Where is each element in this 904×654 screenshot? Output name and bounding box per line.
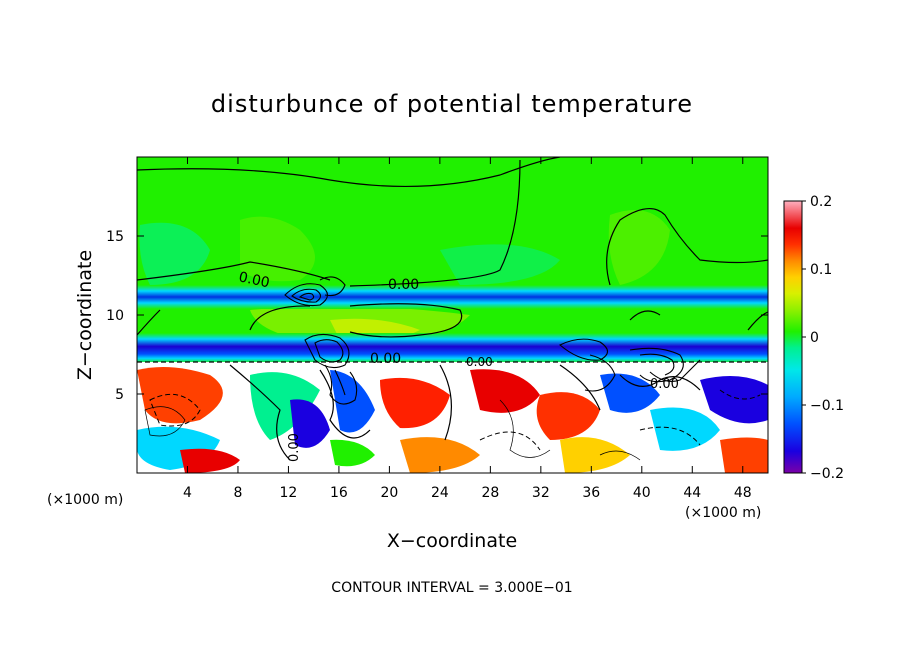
turbulent-blob (600, 373, 660, 413)
upper-cool-region (139, 222, 210, 285)
contour-line (606, 208, 768, 286)
colorbar-tick-label: 0 (810, 330, 819, 346)
x-tick-label: 48 (734, 485, 752, 501)
colorbar-gradient (783, 200, 803, 474)
cold-band-upper (137, 285, 768, 309)
x-tick-label: 20 (380, 485, 398, 501)
x-unit-left: (×1000 m) (47, 492, 123, 508)
turbulent-blob (650, 407, 720, 451)
contour-cluster (284, 276, 346, 307)
contour-label: 0.00 (466, 355, 493, 369)
upper-warm-region (608, 210, 670, 285)
colorbar-tick-label: 0.1 (810, 262, 832, 278)
y-axis: 5 10 15 (106, 229, 768, 403)
turbulent-blob (400, 437, 480, 473)
contour-label: 0.00 (388, 277, 419, 293)
contour-interval-note: CONTOUR INTERVAL = 3.000E−01 (331, 580, 572, 596)
turbulent-blob (330, 439, 375, 467)
heatmap-field: 0.00 0.00 0.00 0.00 0.00 0.00 (137, 157, 768, 473)
contour-line (249, 303, 463, 338)
turbulent-blob (536, 392, 600, 440)
turbulent-blob (700, 376, 768, 424)
x-tick-label: 16 (330, 485, 348, 501)
turbulent-blob (470, 369, 540, 413)
x-unit-right: (×1000 m) (685, 505, 761, 521)
cold-band-lower (137, 333, 768, 363)
contour-cluster (559, 338, 701, 392)
contour-line-thin (144, 399, 641, 461)
turbulent-blob (560, 437, 630, 473)
x-tick-label: 44 (683, 485, 701, 501)
x-tick-label: 12 (280, 485, 298, 501)
chart-title: disturbunce of potential temperature (211, 90, 693, 118)
y-tick-label: 10 (106, 308, 124, 324)
contour-label: 0.00 (237, 269, 271, 291)
upper-cool-region (440, 244, 560, 285)
contour-label: 0.00 (650, 377, 679, 392)
contour-line (137, 157, 561, 188)
x-tick-label: 36 (582, 485, 600, 501)
y-tick-label: 15 (106, 229, 124, 245)
turbulent-blob (720, 437, 768, 473)
contour-label: 0.00 (287, 433, 302, 462)
contour-line-dashed (149, 389, 761, 451)
colorbar-tick-label: 0.2 (810, 194, 832, 210)
turbulent-blob (137, 366, 223, 424)
x-tick-label: 40 (633, 485, 651, 501)
contour-line (349, 159, 521, 287)
contour-line (629, 310, 661, 321)
x-tick-label: 8 (233, 485, 242, 501)
x-tick-label: 28 (481, 485, 499, 501)
contour-labels: 0.00 0.00 0.00 0.00 0.00 0.00 (237, 269, 679, 462)
contour-line (229, 364, 701, 461)
x-tick-label: 24 (431, 485, 449, 501)
upper-warm-region (240, 216, 315, 282)
contour-label: 0.00 (370, 351, 401, 367)
turbulent-blob (380, 377, 450, 429)
contour-line (747, 311, 768, 331)
contour-line (137, 261, 331, 281)
contour-cluster (304, 333, 358, 405)
colorbar-ticks: 0.2 0.1 0 −0.1 −0.2 (802, 194, 844, 482)
turbulent-blob (250, 372, 320, 440)
y-axis-label: Z−coordinate (74, 250, 96, 380)
x-tick-label: 32 (532, 485, 550, 501)
turbulent-blob (290, 399, 330, 448)
x-axis: 4 8 12 16 20 24 28 32 36 40 44 48 (183, 157, 752, 501)
colorbar: 0.2 0.1 0 −0.1 −0.2 (783, 194, 844, 482)
colorbar-tick-label: −0.2 (810, 466, 844, 482)
turbulent-blob (180, 448, 240, 473)
y-tick-label: 5 (115, 387, 124, 403)
contour-line (137, 309, 161, 336)
x-tick-label: 4 (183, 485, 192, 501)
x-axis-label: X−coordinate (387, 530, 517, 552)
colorbar-tick-label: −0.1 (810, 398, 844, 414)
